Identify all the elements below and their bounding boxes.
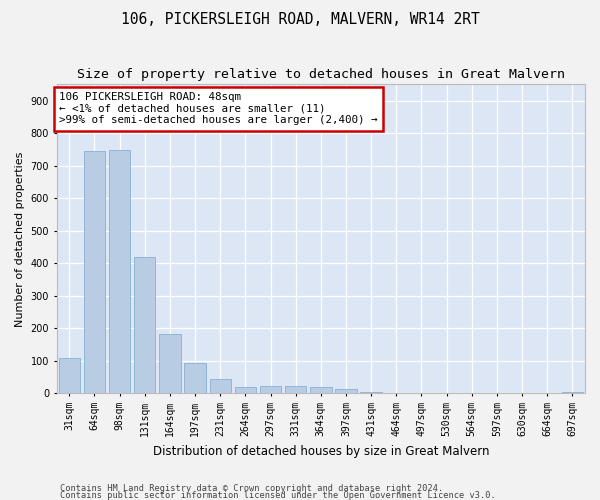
Bar	[84, 151, 105, 394]
Bar	[285, 386, 307, 394]
Text: 106 PICKERSLEIGH ROAD: 48sqm
← <1% of detached houses are smaller (11)
>99% of s: 106 PICKERSLEIGH ROAD: 48sqm ← <1% of de…	[59, 92, 378, 126]
Y-axis label: Number of detached properties: Number of detached properties	[15, 151, 25, 326]
Bar	[59, 358, 80, 394]
Bar	[184, 363, 206, 394]
Bar	[109, 150, 130, 394]
Bar	[159, 334, 181, 394]
Bar	[260, 386, 281, 394]
Bar	[310, 387, 332, 394]
Text: Contains HM Land Registry data © Crown copyright and database right 2024.: Contains HM Land Registry data © Crown c…	[60, 484, 443, 493]
Title: Size of property relative to detached houses in Great Malvern: Size of property relative to detached ho…	[77, 68, 565, 80]
Bar	[134, 258, 155, 394]
Bar	[562, 392, 583, 394]
Bar	[335, 388, 356, 394]
Bar	[361, 392, 382, 394]
Bar	[209, 380, 231, 394]
Text: 106, PICKERSLEIGH ROAD, MALVERN, WR14 2RT: 106, PICKERSLEIGH ROAD, MALVERN, WR14 2R…	[121, 12, 479, 28]
X-axis label: Distribution of detached houses by size in Great Malvern: Distribution of detached houses by size …	[152, 444, 489, 458]
Bar	[235, 387, 256, 394]
Text: Contains public sector information licensed under the Open Government Licence v3: Contains public sector information licen…	[60, 491, 496, 500]
